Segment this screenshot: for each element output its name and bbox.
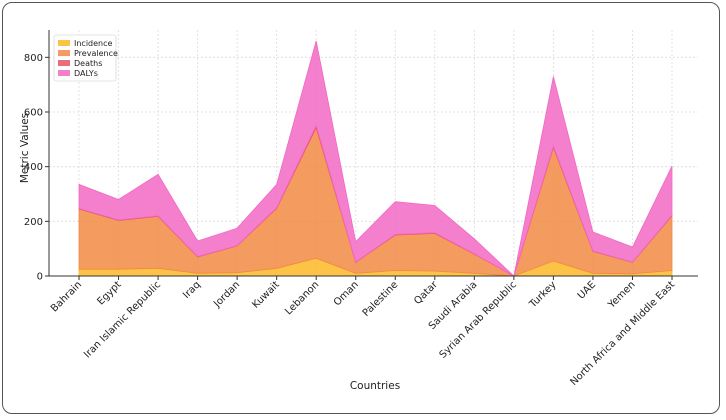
legend-label: Prevalence <box>74 49 118 58</box>
x-tick-label: Iran Islamic Republic <box>82 279 163 360</box>
x-tick-label: Egypt <box>95 279 123 307</box>
legend-label: Deaths <box>74 59 102 68</box>
y-tick-label: 400 <box>24 162 43 173</box>
x-tick-label: Syrian Arab Republic <box>438 279 519 360</box>
legend-label: DALYs <box>74 69 98 78</box>
legend-swatch <box>58 60 70 66</box>
x-tick-label: Turkey <box>527 279 559 311</box>
area-dalys <box>78 40 673 277</box>
x-tick-label: Jordan <box>211 279 242 310</box>
x-tick-label: Iraq <box>181 279 203 301</box>
y-tick-label: 200 <box>24 217 43 228</box>
x-tick-label: Yemen <box>606 279 638 311</box>
x-tick-label: Bahrain <box>49 279 84 314</box>
x-tick-label: UAE <box>576 279 598 301</box>
legend-swatch <box>58 70 70 76</box>
x-tick-label: Lebanon <box>283 279 321 317</box>
y-tick-labels: 0 200 400 600 800 <box>24 53 43 283</box>
x-axis-label: Countries <box>350 380 400 392</box>
legend-swatch <box>58 50 70 56</box>
y-tick-label: 800 <box>24 53 43 64</box>
x-tick-label: Kuwait <box>250 279 281 310</box>
area-series-group <box>78 40 673 277</box>
axes <box>45 30 698 280</box>
x-tick-label: Qatar <box>412 279 440 307</box>
legend-swatch <box>58 40 70 46</box>
legend-label: Incidence <box>74 39 113 48</box>
y-tick-label: 0 <box>37 272 43 283</box>
x-tick-label: Palestine <box>361 279 401 319</box>
x-tick-label: Oman <box>332 279 361 308</box>
legend-box <box>53 34 117 82</box>
y-tick-label: 600 <box>24 108 43 119</box>
y-axis-label: Metric Values <box>19 113 31 183</box>
